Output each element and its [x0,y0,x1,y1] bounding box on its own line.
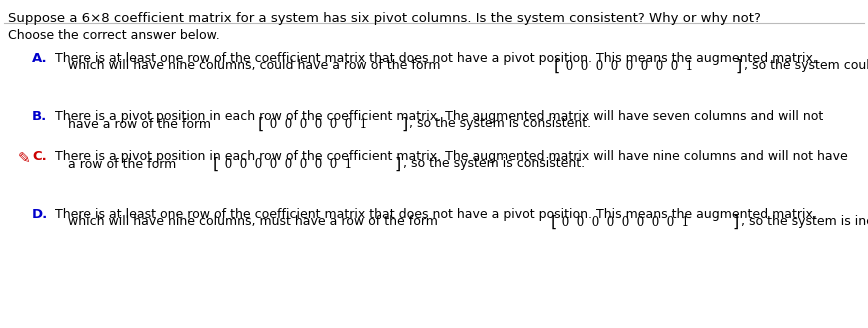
Text: ]: ] [401,116,407,132]
Text: There is a pivot position in each row of the coefficient matrix. The augmented m: There is a pivot position in each row of… [55,110,823,123]
Text: [: [ [554,58,560,73]
Text: 0  0  0  0  0  0  0  0  1: 0 0 0 0 0 0 0 0 1 [220,157,356,171]
Text: D.: D. [32,208,49,221]
Text: A.: A. [32,52,48,65]
Text: Suppose a 6×8 coefficient matrix for a system has six pivot columns. Is the syst: Suppose a 6×8 coefficient matrix for a s… [8,12,761,25]
Text: There is a pivot position in each row of the coefficient matrix. The augmented m: There is a pivot position in each row of… [55,150,848,163]
Text: which will have nine columns, must have a row of the form: which will have nine columns, must have … [68,215,442,229]
Text: a row of the form: a row of the form [68,157,181,171]
Text: , so the system is consistent.: , so the system is consistent. [403,157,585,171]
Text: , so the system is consistent.: , so the system is consistent. [409,117,591,131]
Text: There is at least one row of the coefficient matrix that does not have a pivot p: There is at least one row of the coeffic… [55,52,817,65]
Text: 0  0  0  0  0  0  0  0  1: 0 0 0 0 0 0 0 0 1 [558,215,694,229]
Text: C.: C. [32,150,47,163]
Text: , so the system could be inconsistent.: , so the system could be inconsistent. [744,59,868,72]
Text: Choose the correct answer below.: Choose the correct answer below. [8,29,220,42]
Text: ]: ] [395,156,401,172]
Text: have a row of the form: have a row of the form [68,117,215,131]
Text: which will have nine columns, could have a row of the form: which will have nine columns, could have… [68,59,444,72]
Text: ]: ] [733,215,739,230]
Text: [: [ [550,215,556,230]
Text: , so the system is inconsistent.: , so the system is inconsistent. [740,215,868,229]
Text: 0  0  0  0  0  0  1: 0 0 0 0 0 0 1 [266,117,371,131]
Text: [: [ [258,116,264,132]
Text: 0  0  0  0  0  0  0  0  1: 0 0 0 0 0 0 0 0 1 [562,59,697,72]
Text: There is at least one row of the coefficient matrix that does not have a pivot p: There is at least one row of the coeffic… [55,208,817,221]
Text: B.: B. [32,110,47,123]
Text: ]: ] [736,58,742,73]
Text: [: [ [213,156,219,172]
Text: ✎: ✎ [18,151,30,166]
